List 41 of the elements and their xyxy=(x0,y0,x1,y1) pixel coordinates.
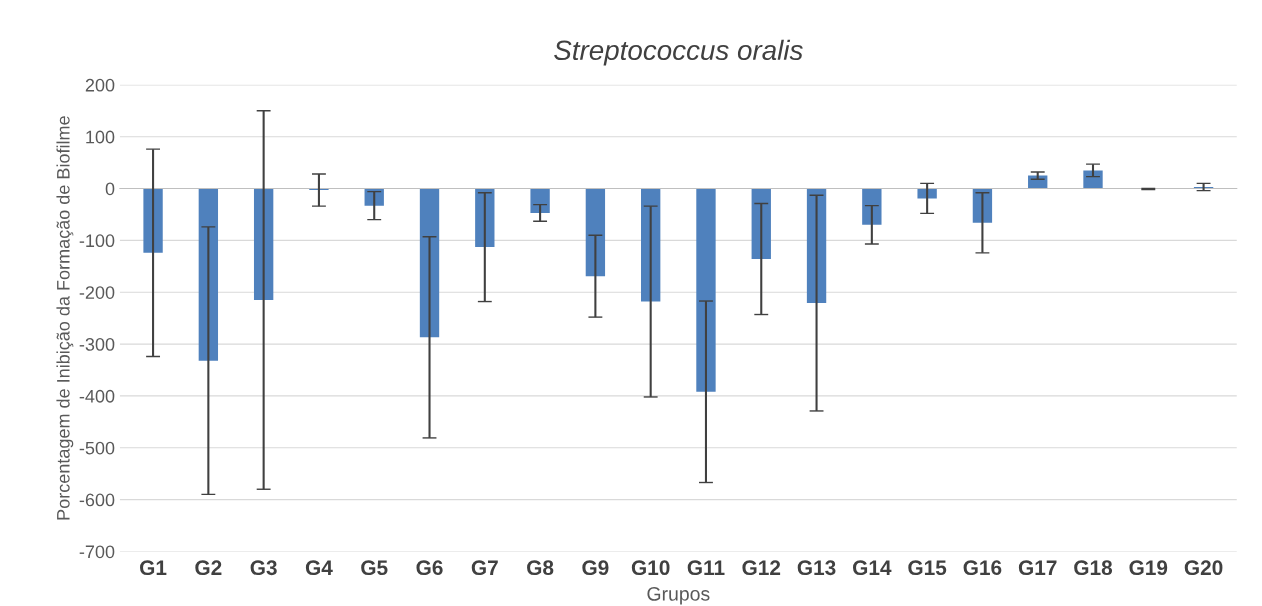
y-axis-title: Porcentagem de Inibição da Formação de Biofilme xyxy=(56,116,74,520)
x-tick-label: G20 xyxy=(1184,560,1223,576)
bar xyxy=(198,188,219,361)
x-tick-label: G8 xyxy=(527,560,554,576)
x-tick-label: G2 xyxy=(195,560,222,576)
x-tick-label: G10 xyxy=(631,560,670,576)
y-tick-label: -600 xyxy=(79,493,115,507)
y-tick-label: -100 xyxy=(79,234,115,248)
bar xyxy=(751,188,771,260)
x-tick-label: G15 xyxy=(908,560,947,576)
bar xyxy=(143,188,163,253)
bar xyxy=(530,188,550,213)
x-axis-title: Grupos xyxy=(647,586,710,605)
y-tick-label: 0 xyxy=(105,182,115,196)
y-tick-label: -300 xyxy=(79,338,115,351)
x-tick-label: G1 xyxy=(140,560,167,576)
x-tick-label: G14 xyxy=(853,560,892,576)
bar xyxy=(585,188,606,277)
bar xyxy=(1083,170,1103,189)
x-tick-label: G19 xyxy=(1129,560,1168,576)
x-tick-label: G9 xyxy=(582,560,609,576)
x-tick-label: G6 xyxy=(416,560,443,576)
x-tick-label: G17 xyxy=(1018,560,1057,576)
x-tick-label: G7 xyxy=(471,560,498,576)
chart-title: Streptococcus oralis xyxy=(554,39,803,66)
x-tick-label: G13 xyxy=(797,560,836,576)
y-tick-label: -500 xyxy=(79,441,115,455)
x-tick-label: G18 xyxy=(1074,560,1113,576)
x-tick-label: G5 xyxy=(361,560,388,576)
x-tick-label: G12 xyxy=(742,560,781,576)
x-tick-label: G3 xyxy=(250,560,277,576)
y-tick-label: 200 xyxy=(85,78,115,92)
y-tick-label: 100 xyxy=(86,130,115,144)
y-tick-label: -700 xyxy=(79,545,115,559)
bar xyxy=(862,188,882,225)
y-tick-label: -200 xyxy=(79,286,115,299)
x-tick-label: G11 xyxy=(687,560,725,576)
x-tick-label: G4 xyxy=(305,560,333,576)
bar xyxy=(696,188,716,392)
y-tick-label: -400 xyxy=(79,389,115,403)
x-tick-label: G16 xyxy=(963,560,1002,576)
